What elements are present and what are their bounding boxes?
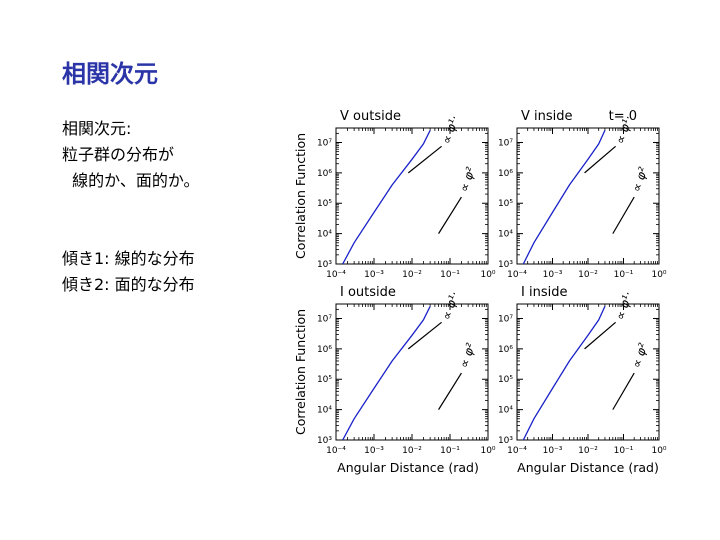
slope-2-line [438, 196, 462, 234]
y-axis-label: Correlation Function [293, 133, 308, 259]
body-line-3: 線的か、面的か。 [62, 171, 200, 190]
body-text: 相関次元: 粒子群の分布が 線的か、面的か。 傾き1: 線的な分布 傾き2: 面… [62, 116, 292, 298]
correlation-line [342, 306, 431, 440]
y-tick-label: 10⁴ [498, 230, 513, 240]
y-tick-label: 10⁶ [317, 169, 332, 179]
x-axis-label: Angular Distance (rad) [517, 460, 659, 475]
correlation-line [342, 130, 431, 264]
x-tick-label: 10⁻³ [364, 270, 384, 280]
slope-1-line [407, 321, 442, 350]
plot-frame [335, 303, 489, 441]
panel-title: V outside [340, 109, 401, 124]
x-tick-label: 10⁻² [402, 446, 422, 456]
slope-2-label: ∝ φ² [629, 341, 650, 369]
x-tick-label: 10⁻³ [543, 270, 563, 280]
x-tick-label: 10⁻¹ [614, 446, 634, 456]
x-tick-label: 10⁻³ [364, 446, 384, 456]
slope-2-label: ∝ φ² [457, 165, 478, 193]
y-tick-label: 10⁶ [498, 169, 513, 179]
slope-2-label: ∝ φ² [629, 165, 650, 193]
x-tick-label: 10⁻⁴ [326, 270, 346, 280]
y-tick-label: 10⁵ [317, 199, 332, 209]
body-line-2: 粒子群の分布が [62, 145, 175, 164]
x-tick-label: 10⁻⁴ [326, 446, 346, 456]
y-tick-label: 10³ [317, 260, 332, 270]
y-tick-label: 10⁷ [317, 314, 332, 324]
panel-title: V inside [521, 109, 573, 124]
x-tick-label: 10⁻² [402, 270, 422, 280]
x-tick-label: 10⁻¹ [614, 270, 634, 280]
plot-frame [516, 303, 660, 441]
x-tick-label: 10⁻² [578, 270, 598, 280]
y-tick-label: 10³ [498, 260, 513, 270]
y-tick-label: 10⁷ [498, 138, 513, 148]
x-tick-label: 10⁻⁴ [507, 446, 527, 456]
x-tick-label: 10⁻² [578, 446, 598, 456]
y-tick-label: 10⁷ [317, 138, 332, 148]
y-tick-label: 10⁴ [317, 230, 332, 240]
slide-title: 相関次元 [62, 60, 158, 88]
x-tick-label: 10⁰ [651, 270, 666, 280]
slope-1-line [407, 145, 442, 174]
body-line-1: 相関次元: [62, 119, 132, 138]
y-tick-label: 10⁵ [317, 375, 332, 385]
slope-1-line [584, 321, 617, 350]
x-tick-label: 10⁰ [651, 446, 666, 456]
panel-title: I inside [521, 285, 567, 300]
correlation-line [522, 306, 606, 440]
plot-frame [335, 127, 489, 265]
y-tick-label: 10³ [317, 436, 332, 446]
y-tick-label: 10⁶ [498, 345, 513, 355]
y-tick-label: 10⁴ [317, 406, 332, 416]
y-tick-label: 10⁴ [498, 406, 513, 416]
body-line-6: 傾き1: 線的な分布 [62, 249, 195, 268]
y-tick-label: 10³ [498, 436, 513, 446]
slope-2-line [438, 372, 462, 410]
slope-1-line [584, 145, 617, 174]
x-tick-label: 10⁻¹ [440, 446, 460, 456]
y-tick-label: 10⁶ [317, 345, 332, 355]
plot-frame [516, 127, 660, 265]
slope-2-label: ∝ φ² [457, 341, 478, 369]
slope-1-label: ∝ φ¹· [613, 290, 635, 322]
x-tick-label: 10⁰ [480, 270, 495, 280]
x-tick-label: 10⁰ [480, 446, 495, 456]
correlation-line [522, 130, 606, 264]
y-tick-label: 10⁵ [498, 199, 513, 209]
x-tick-label: 10⁻⁴ [507, 270, 527, 280]
x-axis-label: Angular Distance (rad) [337, 460, 479, 475]
x-tick-label: 10⁻³ [543, 446, 563, 456]
slope-1-label: ∝ φ¹· [439, 290, 461, 322]
panel-title: I outside [340, 285, 396, 300]
body-line-7: 傾き2: 面的な分布 [62, 275, 195, 294]
x-tick-label: 10⁻¹ [440, 270, 460, 280]
panel-annotation: t= 0 [609, 109, 637, 124]
y-tick-label: 10⁷ [498, 314, 513, 324]
slope-2-line [612, 196, 635, 234]
y-axis-label: Correlation Function [293, 309, 308, 435]
slope-2-line [612, 372, 635, 410]
slope-1-label: ∝ φ¹· [439, 114, 461, 146]
y-tick-label: 10⁵ [498, 375, 513, 385]
